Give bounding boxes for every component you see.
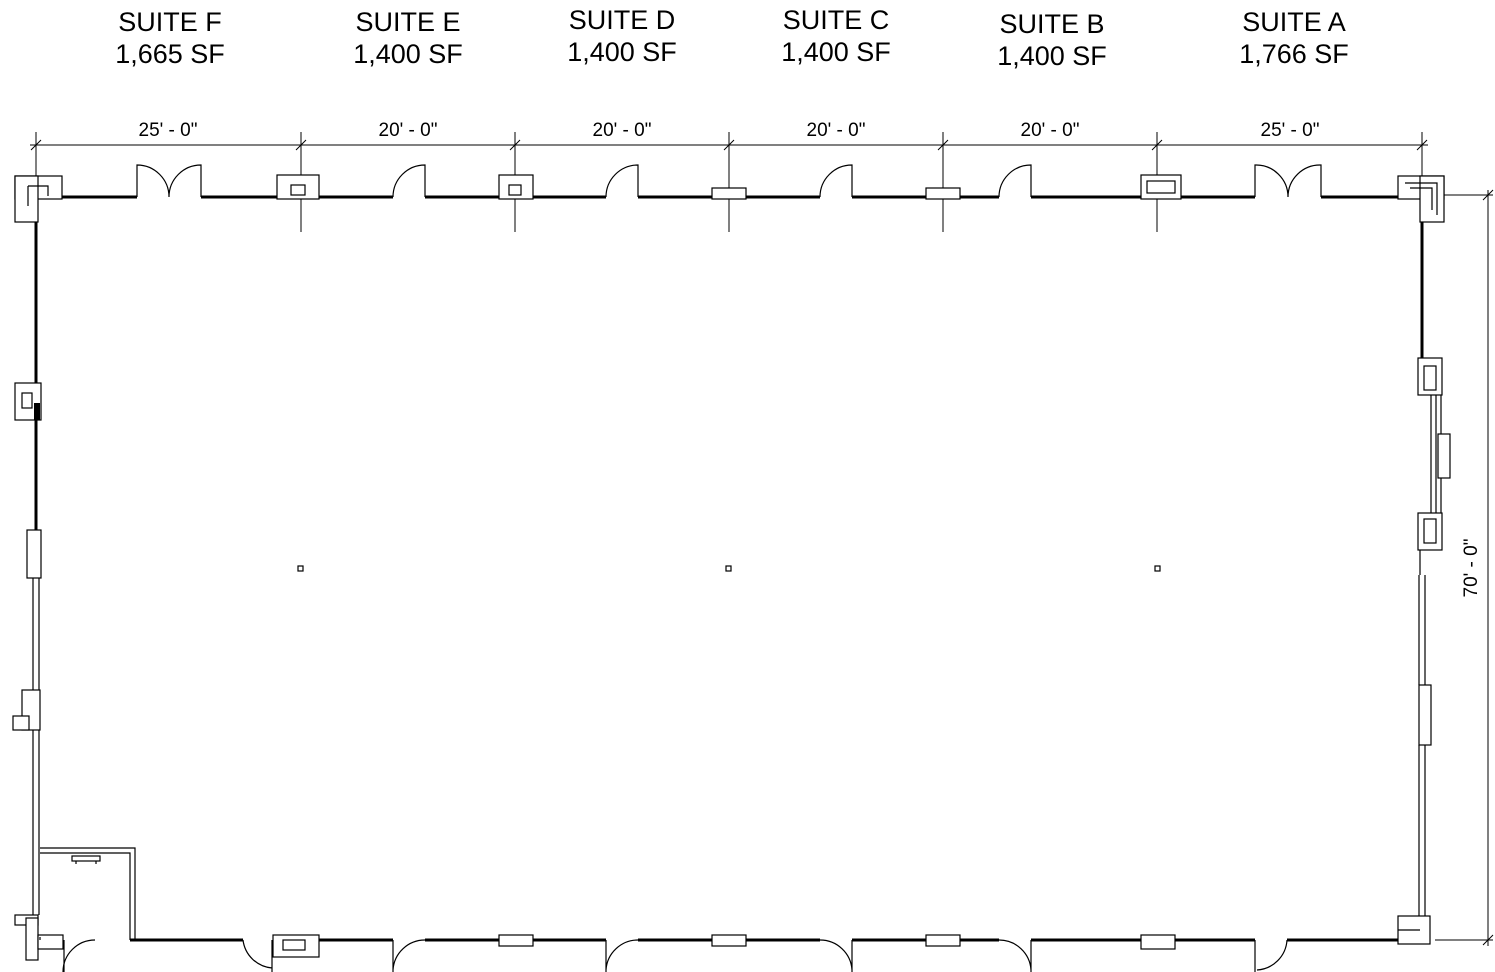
suite-label-b: SUITE B 1,400 SF (972, 8, 1132, 72)
suite-area: 1,400 SF (567, 37, 677, 67)
suite-label-d: SUITE D 1,400 SF (542, 4, 702, 68)
suite-area: 1,400 SF (997, 41, 1107, 71)
right-dimension: 70' - 0" (1435, 189, 1494, 946)
suite-label-e: SUITE E 1,400 SF (328, 6, 488, 70)
top-doors (136, 164, 1322, 198)
restroom-block (40, 847, 136, 940)
door-suite-a (1254, 164, 1322, 198)
suite-name: SUITE F (118, 7, 222, 37)
suite-area: 1,400 SF (353, 39, 463, 69)
suite-label-a: SUITE A 1,766 SF (1214, 6, 1374, 70)
right-wall (1417, 222, 1451, 916)
suite-name: SUITE E (355, 7, 461, 37)
interior-columns (297, 565, 1161, 572)
dim-suite-a: 25' - 0" (1261, 120, 1320, 141)
dim-suite-b: 20' - 0" (1021, 120, 1080, 141)
top-columns (276, 174, 1182, 200)
suite-area: 1,665 SF (115, 39, 225, 69)
suite-name: SUITE B (999, 9, 1105, 39)
bottom-wall (39, 934, 1398, 958)
corner-top-left (14, 175, 63, 223)
suite-label-c: SUITE C 1,400 SF (756, 4, 916, 68)
door-suite-d (605, 164, 639, 198)
door-suite-c (819, 164, 853, 198)
suite-name: SUITE C (782, 5, 890, 35)
corner-bottom-left (14, 914, 64, 961)
dim-suite-c: 20' - 0" (807, 120, 866, 141)
corner-top-right (1397, 175, 1445, 223)
dim-suite-d: 20' - 0" (593, 120, 652, 141)
dim-suite-f: 25' - 0" (139, 120, 198, 141)
corner-bottom-right (1397, 915, 1431, 945)
dim-depth: 70' - 0" (1461, 539, 1482, 598)
door-suite-f (136, 164, 202, 198)
door-suite-e (392, 164, 426, 198)
suite-area: 1,400 SF (781, 37, 891, 67)
bottom-doors (62, 939, 1288, 972)
left-wall (12, 222, 42, 915)
suite-name: SUITE A (1242, 7, 1346, 37)
door-suite-b (998, 164, 1032, 198)
suite-area: 1,766 SF (1239, 39, 1349, 69)
suite-label-f: SUITE F 1,665 SF (90, 6, 250, 70)
dim-suite-e: 20' - 0" (379, 120, 438, 141)
suite-name: SUITE D (568, 5, 676, 35)
top-dimension-string: 25' - 0" 20' - 0" 20' - 0" 20' - 0" 20' … (30, 120, 1428, 232)
